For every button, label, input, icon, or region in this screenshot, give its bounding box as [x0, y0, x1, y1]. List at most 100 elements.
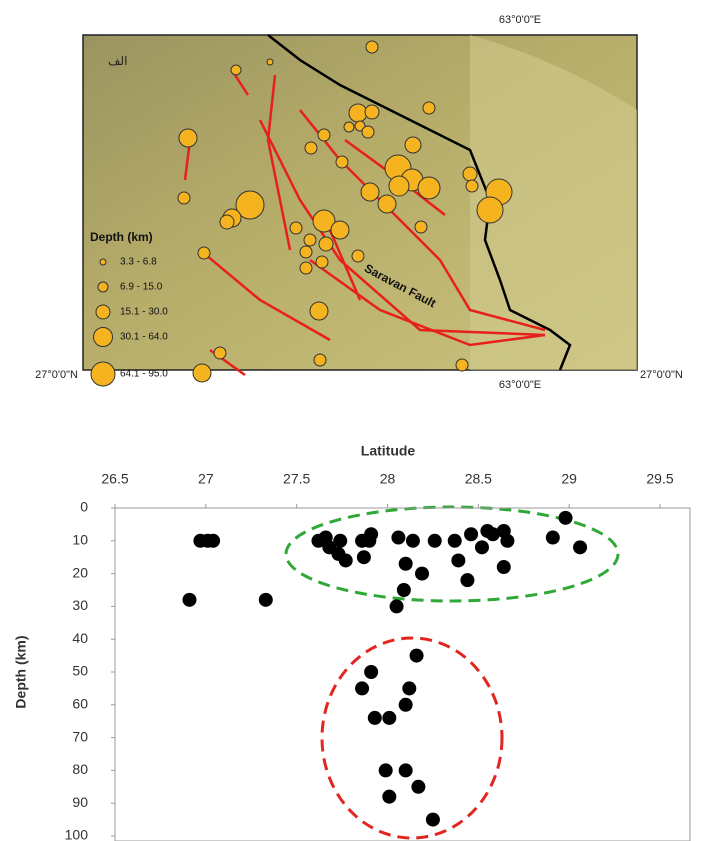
epicenter — [193, 364, 211, 382]
data-point — [364, 665, 378, 679]
data-point — [382, 790, 396, 804]
epicenter — [300, 246, 312, 258]
data-point — [426, 813, 440, 827]
epicenter — [362, 126, 374, 138]
y-tick-label: 20 — [72, 564, 88, 580]
epicenter — [331, 221, 349, 239]
legend-symbol — [94, 328, 113, 347]
epicenter — [319, 237, 333, 251]
x-tick-label: 28.5 — [465, 471, 492, 487]
epicenter — [352, 250, 364, 262]
legend-label: 3.3 - 6.8 — [120, 257, 157, 268]
legend-symbol — [96, 305, 110, 319]
data-point — [497, 560, 511, 574]
data-point — [573, 540, 587, 554]
y-axis-title: Depth (km) — [13, 635, 29, 708]
coord-left: 27°0'0"N — [35, 369, 78, 381]
epicenter — [463, 167, 477, 181]
data-point — [355, 681, 369, 695]
data-point — [391, 531, 405, 545]
epicenter — [179, 129, 197, 147]
y-tick-label: 100 — [65, 827, 89, 841]
data-point — [475, 540, 489, 554]
y-tick-label: 50 — [72, 663, 88, 679]
epicenter — [178, 192, 190, 204]
legend-label: 6.9 - 15.0 — [120, 282, 163, 293]
epicenter — [198, 247, 210, 259]
epicenter — [456, 359, 468, 371]
x-tick-label: 27.5 — [283, 471, 310, 487]
data-point — [259, 593, 273, 607]
data-point — [428, 534, 442, 548]
legend-symbol — [91, 362, 115, 386]
data-point — [182, 593, 196, 607]
legend-label: 64.1 - 95.0 — [120, 369, 168, 380]
data-point — [451, 553, 465, 567]
data-point — [379, 763, 393, 777]
data-point — [397, 583, 411, 597]
epicenter — [378, 195, 396, 213]
x-tick-label: 27 — [198, 471, 214, 487]
data-point — [368, 711, 382, 725]
map-corner-label: الف — [108, 54, 127, 68]
epicenter — [405, 137, 421, 153]
data-point — [410, 649, 424, 663]
epicenter — [231, 65, 241, 75]
y-tick-label: 60 — [72, 696, 88, 712]
data-point — [406, 534, 420, 548]
legend-title: Depth (km) — [90, 230, 153, 244]
x-tick-label: 26.5 — [101, 471, 128, 487]
y-tick-label: 30 — [72, 597, 88, 613]
legend-symbol — [98, 282, 108, 292]
coord-bottom: 63°0'0"E — [499, 379, 541, 391]
y-tick-label: 0 — [80, 499, 88, 515]
legend-label: 15.1 - 30.0 — [120, 307, 168, 318]
x-tick-label: 29 — [561, 471, 577, 487]
data-point — [362, 534, 376, 548]
epicenter — [477, 197, 503, 223]
data-point — [399, 698, 413, 712]
coord-right: 27°0'0"N — [640, 369, 683, 381]
epicenter — [300, 262, 312, 274]
data-point — [546, 531, 560, 545]
data-point — [390, 599, 404, 613]
data-point — [399, 557, 413, 571]
data-point — [402, 681, 416, 695]
epicenter — [361, 183, 379, 201]
y-tick-label: 70 — [72, 728, 88, 744]
x-axis-title: Latitude — [361, 443, 416, 459]
epicenter — [304, 234, 316, 246]
deep-cluster-outline — [322, 638, 502, 838]
data-point — [411, 780, 425, 794]
epicenter — [220, 215, 234, 229]
data-point — [464, 527, 478, 541]
epicenter — [290, 222, 302, 234]
x-tick-label: 29.5 — [646, 471, 673, 487]
epicenter — [344, 122, 354, 132]
epicenter — [349, 104, 367, 122]
y-tick-label: 90 — [72, 794, 88, 810]
epicenter — [418, 177, 440, 199]
y-tick-label: 10 — [72, 532, 88, 548]
legend-symbol — [100, 259, 106, 265]
data-point — [333, 534, 347, 548]
map-figure: الف Saravan Fault 63°0'0"E 63°0'0"E 27°0… — [0, 0, 704, 400]
epicenter — [214, 347, 226, 359]
data-point — [399, 763, 413, 777]
epicenter — [318, 129, 330, 141]
epicenter — [389, 176, 409, 196]
epicenter — [365, 105, 379, 119]
data-point — [559, 511, 573, 525]
epicenter — [310, 302, 328, 320]
epicenter — [267, 59, 273, 65]
epicenter — [366, 41, 378, 53]
data-point — [500, 534, 514, 548]
epicenter — [336, 156, 348, 168]
data-point — [206, 534, 220, 548]
data-point — [448, 534, 462, 548]
epicenter — [305, 142, 317, 154]
epicenter — [316, 256, 328, 268]
epicenter — [415, 221, 427, 233]
data-point — [382, 711, 396, 725]
